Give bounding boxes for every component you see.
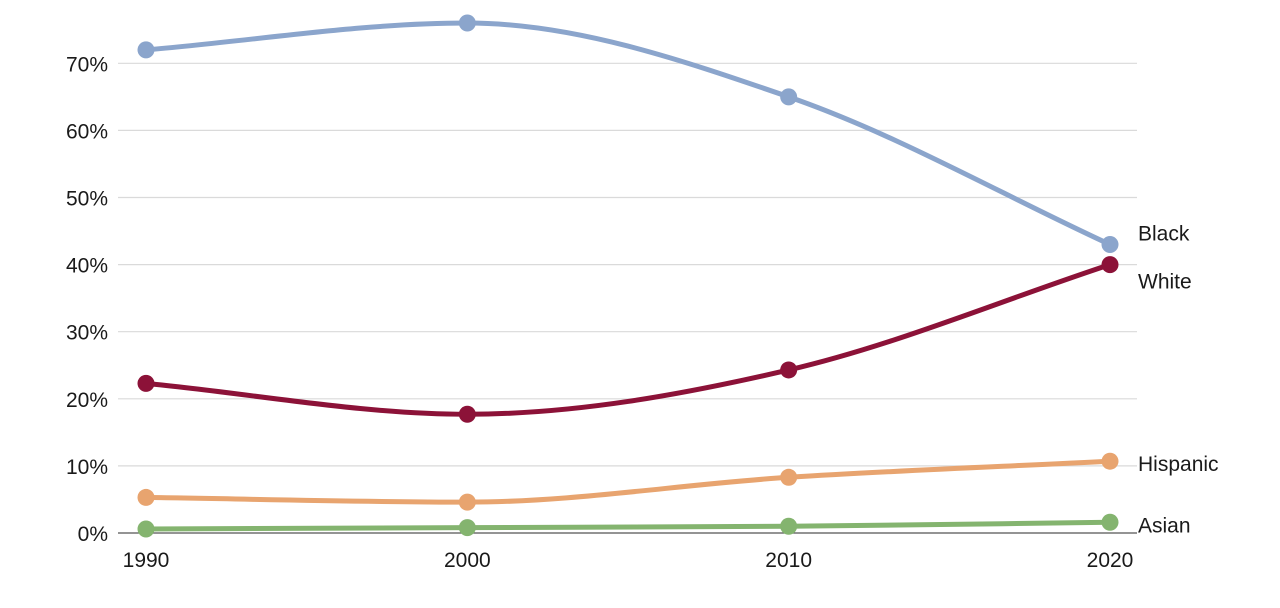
y-tick-label: 30%: [66, 322, 108, 345]
series-line-hispanic: [143, 458, 1113, 505]
data-point-hispanic: [1101, 452, 1119, 470]
series-label-black: Black: [1138, 222, 1190, 245]
data-point-black: [458, 14, 476, 32]
series-lines: [143, 20, 1113, 532]
y-tick-label: 20%: [66, 389, 108, 412]
x-tick-label: 1990: [123, 549, 170, 572]
x-tick-label: 2020: [1087, 549, 1134, 572]
data-point-hispanic: [780, 468, 798, 486]
series-label-asian: Asian: [1138, 514, 1191, 537]
x-tick-label: 2010: [765, 549, 812, 572]
y-tick-label: 60%: [66, 120, 108, 143]
x-tick-label: 2000: [444, 549, 491, 572]
data-point-white: [780, 361, 798, 379]
data-point-white: [458, 405, 476, 423]
y-tick-label: 0%: [78, 523, 108, 546]
data-point-black: [780, 88, 798, 106]
data-point-asian: [458, 519, 476, 537]
series-points: [137, 14, 1119, 538]
series-labels: Black White Hispanic Asian: [1138, 222, 1219, 537]
series-line-asian: [143, 519, 1113, 532]
data-point-asian: [1101, 513, 1119, 531]
series-line-black: [143, 20, 1113, 247]
y-tick-label: 10%: [66, 456, 108, 479]
y-tick-label: 40%: [66, 255, 108, 278]
data-point-black: [137, 41, 155, 59]
y-tick-label: 70%: [66, 53, 108, 76]
y-axis-tick-labels: 0% 10% 20% 30% 40% 50% 60% 70%: [66, 53, 108, 546]
data-point-black: [1101, 235, 1119, 253]
data-point-asian: [780, 517, 798, 535]
x-axis-tick-labels: 1990 2000 2010 2020: [123, 549, 1134, 572]
data-point-hispanic: [137, 488, 155, 506]
series-line-white: [143, 262, 1113, 417]
y-tick-label: 50%: [66, 188, 108, 211]
data-point-white: [137, 374, 155, 392]
gridlines: [118, 62, 1137, 534]
data-point-asian: [137, 520, 155, 538]
data-point-hispanic: [458, 493, 476, 511]
series-label-hispanic: Hispanic: [1138, 453, 1219, 476]
series-label-white: White: [1138, 271, 1192, 294]
data-point-white: [1101, 256, 1119, 274]
